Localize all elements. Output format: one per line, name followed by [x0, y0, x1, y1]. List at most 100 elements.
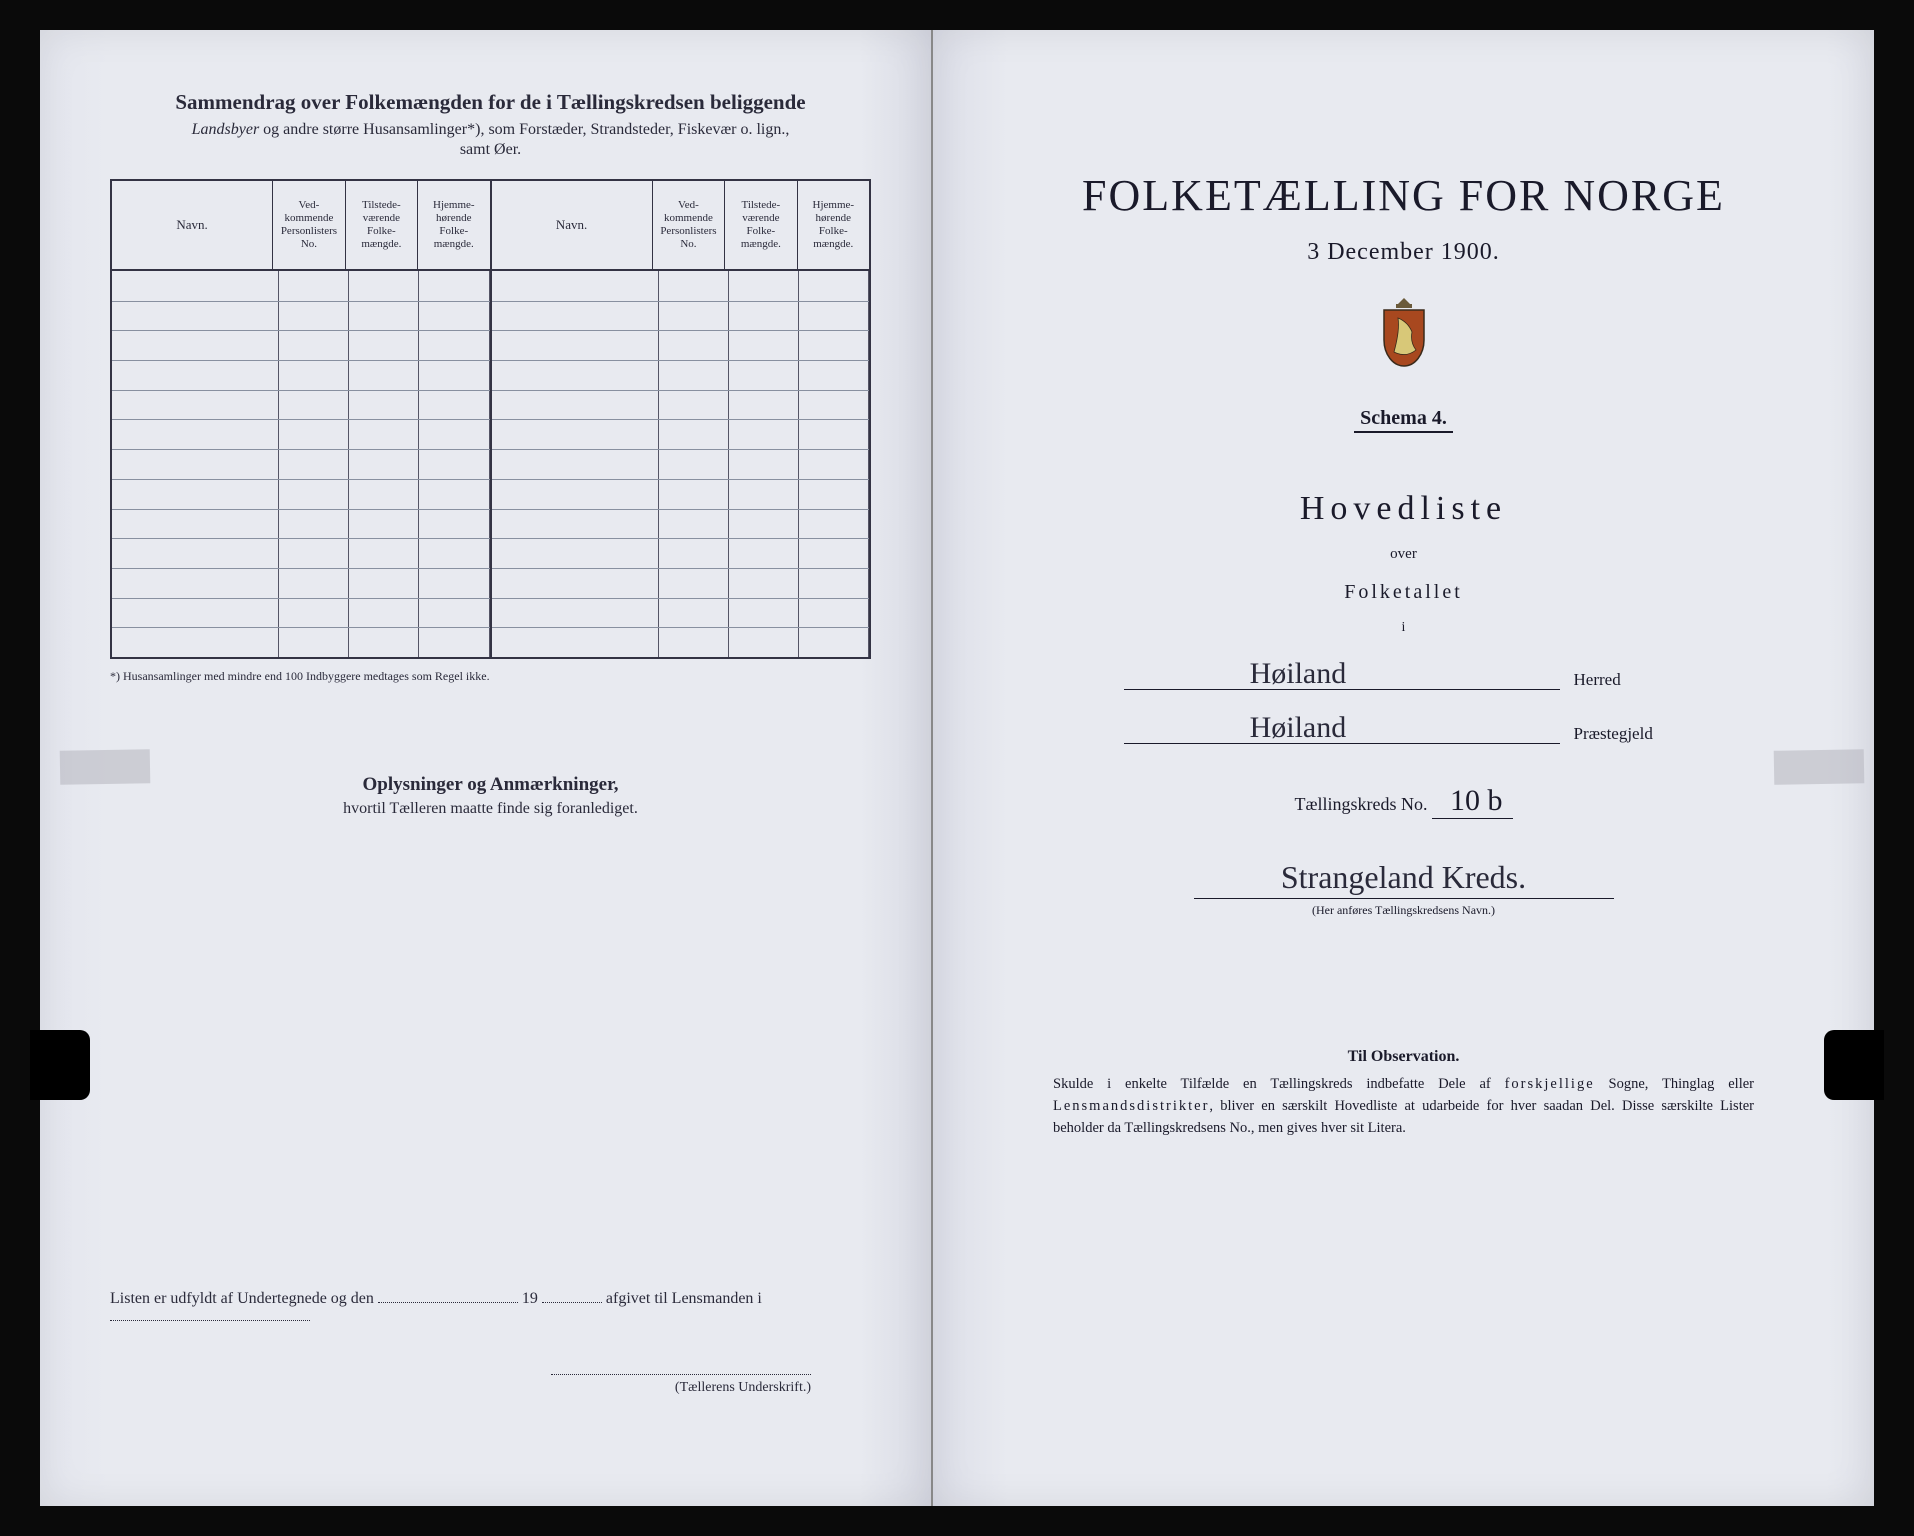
- obs-text-spaced: Lensmandsdistrikter: [1053, 1098, 1209, 1114]
- body-col: [419, 271, 489, 657]
- kreds-name-caption: (Her anføres Tællingskredsens Navn.): [1023, 903, 1784, 918]
- row-line: [492, 449, 870, 450]
- kreds-name-line: Strangeland Kreds.: [1023, 859, 1784, 899]
- col-hjemme: Hjemme- hørende Folke- mængde.: [418, 181, 489, 269]
- praestegjeld-label: Præstegjeld: [1574, 724, 1684, 744]
- row-line: [112, 627, 490, 628]
- signature-blank: [551, 1374, 811, 1375]
- signature-caption: (Tællerens Underskrift.): [40, 1364, 811, 1396]
- row-line: [112, 301, 490, 302]
- signature-caption-text: (Tællerens Underskrift.): [675, 1380, 811, 1395]
- tape-mark: [60, 749, 151, 785]
- table-header-row: Navn. Ved- kommende Personlisters No. Ti…: [492, 181, 870, 271]
- row-line: [492, 568, 870, 569]
- row-line: [112, 568, 490, 569]
- row-line: [112, 419, 490, 420]
- row-line: [492, 479, 870, 480]
- right-page: FOLKETÆLLING FOR NORGE 3 December 1900. …: [933, 30, 1874, 1506]
- tape-mark: [1774, 749, 1865, 785]
- row-line: [112, 360, 490, 361]
- coat-of-arms-icon: [1023, 296, 1784, 377]
- ledger-right-half: Navn. Ved- kommende Personlisters No. Ti…: [490, 181, 870, 657]
- schema-text: Schema 4.: [1354, 407, 1453, 433]
- folketallet-label: Folketallet: [1023, 581, 1784, 604]
- ledger-table: Navn. Ved- kommende Personlisters No. Ti…: [110, 179, 871, 659]
- col-personlister: Ved- kommende Personlisters No.: [653, 181, 725, 269]
- body-col: [349, 271, 419, 657]
- sign-text-c: afgivet til Lensmanden i: [606, 1290, 762, 1307]
- col-navn: Navn.: [112, 181, 273, 269]
- remarks-title: Oplysninger og Anmærkninger,: [110, 774, 871, 796]
- subtitle-rest: og andre større Husansamlinger*), som Fo…: [259, 121, 789, 138]
- table-body-left: [112, 271, 490, 657]
- praestegjeld-blank: Høiland: [1124, 718, 1560, 744]
- body-col: [112, 271, 279, 657]
- col-navn: Navn.: [492, 181, 653, 269]
- census-date: 3 December 1900.: [1023, 239, 1784, 266]
- body-col: [799, 271, 869, 657]
- blank-year: [542, 1302, 602, 1303]
- row-line: [112, 538, 490, 539]
- film-clip-icon: [1824, 1030, 1884, 1100]
- obs-text: Sogne, Thinglag eller: [1595, 1076, 1754, 1092]
- remarks-subtitle: hvortil Tælleren maatte finde sig foranl…: [110, 800, 871, 818]
- film-clip-icon: [30, 1030, 90, 1100]
- book-spread: Sammendrag over Folkemængden for de i Tæ…: [40, 30, 1874, 1506]
- row-line: [492, 360, 870, 361]
- row-line: [492, 538, 870, 539]
- herred-line: Høiland Herred: [1124, 664, 1684, 690]
- over-label: over: [1023, 546, 1784, 563]
- hovedliste-heading: Hovedliste: [1023, 490, 1784, 528]
- left-page-title: Sammendrag over Folkemængden for de i Tæ…: [110, 90, 871, 115]
- row-line: [112, 449, 490, 450]
- praestegjeld-line: Høiland Præstegjeld: [1124, 718, 1684, 744]
- row-line: [492, 598, 870, 599]
- subtitle-italic: Landsbyer: [192, 121, 260, 138]
- left-page-subtitle: Landsbyer og andre større Husansamlinger…: [110, 121, 871, 139]
- row-line: [112, 509, 490, 510]
- table-body-right: [492, 271, 870, 657]
- blank-date: [378, 1302, 518, 1303]
- signature-line: Listen er udfyldt af Undertegnede og den…: [110, 1290, 871, 1326]
- left-page: Sammendrag over Folkemængden for de i Tæ…: [40, 30, 933, 1506]
- blank-lensmand: [110, 1320, 310, 1321]
- table-footnote: *) Husansamlinger med mindre end 100 Ind…: [110, 669, 871, 684]
- census-title: FOLKETÆLLING FOR NORGE: [1023, 170, 1784, 221]
- obs-text-spaced: forskjellige: [1505, 1076, 1595, 1092]
- praestegjeld-handwriting: Høiland: [1250, 711, 1347, 745]
- row-line: [492, 509, 870, 510]
- col-tilstede: Tilstede- værende Folke- mængde.: [346, 181, 418, 269]
- row-line: [112, 598, 490, 599]
- table-header-row: Navn. Ved- kommende Personlisters No. Ti…: [112, 181, 490, 271]
- schema-label: Schema 4.: [1023, 407, 1784, 430]
- kreds-name-handwriting: Strangeland Kreds.: [1194, 859, 1614, 899]
- row-line: [492, 419, 870, 420]
- body-col: [279, 271, 349, 657]
- taellingskreds-line: Tællingskreds No. 10 b: [1023, 784, 1784, 819]
- ledger-left-half: Navn. Ved- kommende Personlisters No. Ti…: [112, 181, 490, 657]
- col-personlister: Ved- kommende Personlisters No.: [273, 181, 345, 269]
- tkreds-label: Tællingskreds No.: [1295, 794, 1428, 814]
- observation-body: Skulde i enkelte Tilfælde en Tællingskre…: [1023, 1074, 1784, 1139]
- row-line: [492, 390, 870, 391]
- col-tilstede: Tilstede- værende Folke- mængde.: [725, 181, 797, 269]
- tkreds-number-handwriting: 10 b: [1432, 784, 1513, 819]
- obs-text: Skulde i enkelte Tilfælde en Tællingskre…: [1053, 1076, 1505, 1092]
- row-line: [112, 330, 490, 331]
- row-line: [112, 390, 490, 391]
- row-line: [492, 301, 870, 302]
- sign-text-b: 19: [522, 1290, 538, 1307]
- sign-text-a: Listen er udfyldt af Undertegnede og den: [110, 1290, 374, 1307]
- body-col: [729, 271, 799, 657]
- observation-title: Til Observation.: [1023, 1048, 1784, 1066]
- row-line: [492, 330, 870, 331]
- body-col: [659, 271, 729, 657]
- left-page-subtitle-2: samt Øer.: [110, 141, 871, 159]
- row-line: [492, 627, 870, 628]
- col-hjemme: Hjemme- hørende Folke- mængde.: [798, 181, 869, 269]
- herred-handwriting: Høiland: [1250, 657, 1347, 691]
- body-col: [492, 271, 659, 657]
- i-label: i: [1023, 620, 1784, 636]
- herred-blank: Høiland: [1124, 664, 1560, 690]
- row-line: [112, 479, 490, 480]
